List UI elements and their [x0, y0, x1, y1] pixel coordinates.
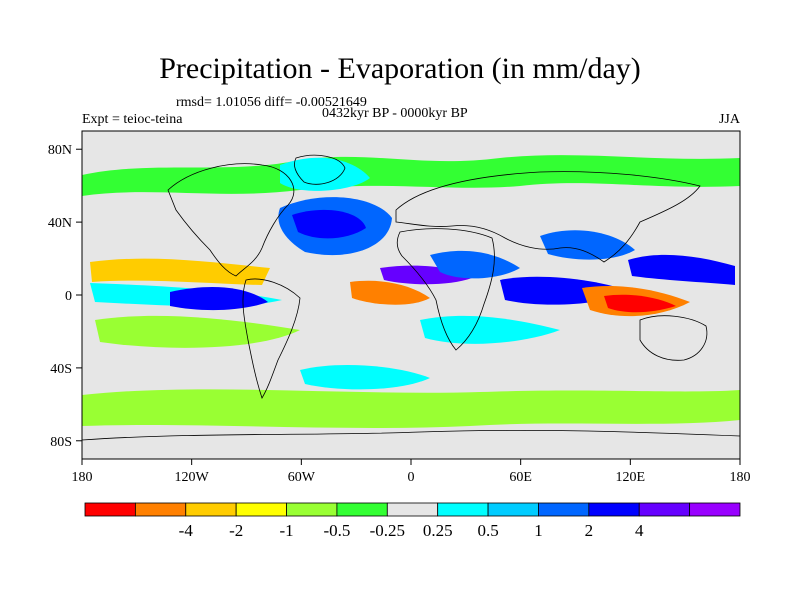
colorbar-swatch — [689, 502, 741, 517]
colorbar-swatch — [84, 502, 136, 517]
colorbar-swatch — [538, 502, 590, 517]
colorbar-swatch — [286, 502, 338, 517]
southern-ocean-band — [82, 389, 740, 428]
west-pacific-wet — [628, 254, 735, 285]
africa-coast — [396, 228, 495, 351]
africa-wet — [430, 250, 520, 279]
colorbar-label: -2 — [229, 521, 243, 540]
period-label: 0432kyr BP - 0000kyr BP — [322, 106, 468, 121]
y-tick-label: 80N — [48, 143, 72, 158]
atlantic-wet-core — [292, 209, 366, 239]
stats-label: rmsd= 1.01056 diff= -0.00521649 — [176, 95, 367, 110]
south-america-coast — [242, 278, 301, 399]
colorbar: -4 -2 -1 -0.5 -0.25 0.25 0.5 1 2 4 — [84, 502, 741, 540]
x-tick-label: 180 — [730, 470, 751, 485]
antarctica-coast — [82, 429, 740, 441]
south-atlantic-wet — [420, 315, 560, 344]
y-tick-label: 80S — [50, 435, 72, 450]
eurasia-coast — [395, 171, 701, 263]
x-tick-label: 0 — [408, 470, 415, 485]
season-label: JJA — [718, 112, 740, 127]
colorbar-label: -0.5 — [323, 521, 350, 540]
australia-coast — [639, 315, 708, 361]
maritime-dry-core — [604, 294, 676, 313]
colorbar-label: 0.25 — [423, 521, 453, 540]
colorbar-swatch — [638, 502, 691, 517]
colorbar-swatch — [185, 502, 237, 517]
colorbar-label: -1 — [279, 521, 293, 540]
colorbar-swatch — [235, 502, 287, 517]
southern-wet-patch — [300, 364, 430, 390]
colorbar-swatch — [336, 502, 388, 517]
axis-ticks: 180 120W 60W 0 60E 120E 180 80N 40N 0 40S 80S — [48, 143, 751, 485]
colorbar-swatch — [487, 502, 539, 517]
colorbar-label: 0.5 — [477, 521, 498, 540]
colorbar-label: -4 — [179, 521, 194, 540]
y-tick-label: 40N — [48, 216, 72, 231]
x-tick-label: 180 — [72, 470, 93, 485]
pacific-dry-band — [90, 258, 270, 285]
north-atlantic-wet — [280, 157, 370, 191]
colorbar-swatch — [134, 502, 187, 517]
south-pacific-dry — [95, 315, 300, 348]
tropical-atlantic-dry — [350, 280, 430, 305]
colorbar-label: 1 — [534, 521, 543, 540]
colorbar-swatch — [588, 502, 640, 517]
south-asia-wet — [540, 230, 635, 260]
y-tick-label: 40S — [50, 362, 72, 377]
colorbar-label: 2 — [585, 521, 594, 540]
colorbar-label: -0.25 — [370, 521, 405, 540]
x-tick-label: 60W — [288, 470, 316, 485]
colorbar-label: 4 — [635, 521, 644, 540]
chart-title: Precipitation - Evaporation (in mm/day) — [159, 52, 641, 85]
north-america-coast — [167, 163, 295, 277]
northern-wet-band — [82, 155, 740, 196]
x-tick-label: 120E — [616, 470, 646, 485]
coastlines — [82, 154, 740, 441]
x-tick-label: 60E — [509, 470, 532, 485]
precip-field — [82, 155, 740, 428]
experiment-label: Expt = teioc-teina — [82, 112, 183, 127]
colorbar-swatch — [386, 502, 439, 517]
y-tick-label: 0 — [65, 289, 72, 304]
greenland-coast — [294, 154, 346, 185]
x-tick-label: 120W — [175, 470, 210, 485]
colorbar-swatch — [437, 502, 489, 517]
map-panel — [82, 131, 740, 459]
